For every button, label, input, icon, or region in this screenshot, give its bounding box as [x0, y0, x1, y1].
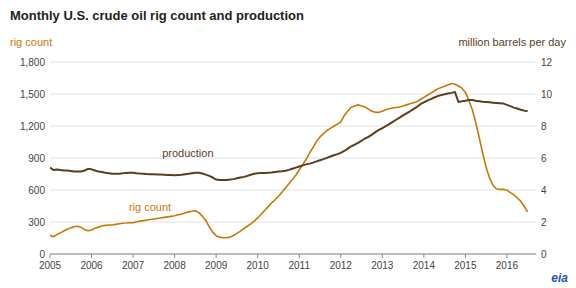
y-tick-label: 1,200 [20, 121, 45, 132]
y2-tick-label: 0 [541, 249, 547, 260]
y2-tick-label: 6 [541, 153, 547, 164]
plot-area [50, 84, 528, 238]
y2-tick-label: 4 [541, 185, 547, 196]
x-tick-label: 2006 [80, 260, 103, 271]
x-tick [340, 254, 341, 258]
x-tick [465, 254, 466, 258]
grid-line [50, 222, 536, 223]
grid-line [50, 158, 536, 159]
x-tick-label: 2007 [122, 260, 145, 271]
y-tick-label: 600 [28, 185, 45, 196]
grid-line [50, 126, 536, 127]
line-annotation: rig count [129, 201, 171, 213]
y2-tick-label: 2 [541, 217, 547, 228]
y-tick-label: 1,500 [20, 89, 45, 100]
source-logo: eia [551, 271, 568, 285]
x-tick-label: 2008 [163, 260, 186, 271]
grid-line [50, 62, 536, 63]
x-axis-line [50, 254, 536, 255]
y-tick-label: 1,800 [20, 57, 45, 68]
x-tick [174, 254, 175, 258]
y2-tick-label: 8 [541, 121, 547, 132]
x-tick [299, 254, 300, 258]
y-tick-label: 300 [28, 217, 45, 228]
x-tick-label: 2016 [496, 260, 519, 271]
y-axis-label: rig count [10, 36, 52, 48]
grid [50, 62, 536, 254]
x-tick [91, 254, 92, 258]
x-tick [257, 254, 258, 258]
x-tick-label: 2005 [39, 260, 62, 271]
y-tick-label: 900 [28, 153, 45, 164]
x-tick [216, 254, 217, 258]
x-tick-label: 2009 [205, 260, 228, 271]
series-line [50, 92, 528, 180]
grid-line [50, 254, 536, 255]
grid-line [50, 94, 536, 95]
y2-tick-label: 10 [541, 89, 553, 100]
x-tick [506, 254, 507, 258]
series-line [50, 84, 528, 238]
x-tick-label: 2012 [330, 260, 353, 271]
x-tick-label: 2015 [454, 260, 477, 271]
y2-axis-label: million barrels per day [458, 36, 566, 48]
y-tick-label: 0 [39, 249, 45, 260]
x-tick-label: 2014 [413, 260, 436, 271]
y2-tick-label: 12 [541, 57, 553, 68]
x-tick [133, 254, 134, 258]
title: Monthly U.S. crude oil rig count and pro… [10, 8, 304, 23]
x-tick-label: 2010 [247, 260, 270, 271]
x-tick-label: 2011 [288, 260, 310, 271]
line-annotation: production [162, 147, 213, 159]
x-tick-label: 2013 [371, 260, 394, 271]
x-tick [423, 254, 424, 258]
grid-line [50, 190, 536, 191]
x-tick [50, 254, 51, 258]
background [0, 0, 576, 288]
x-tick [382, 254, 383, 258]
